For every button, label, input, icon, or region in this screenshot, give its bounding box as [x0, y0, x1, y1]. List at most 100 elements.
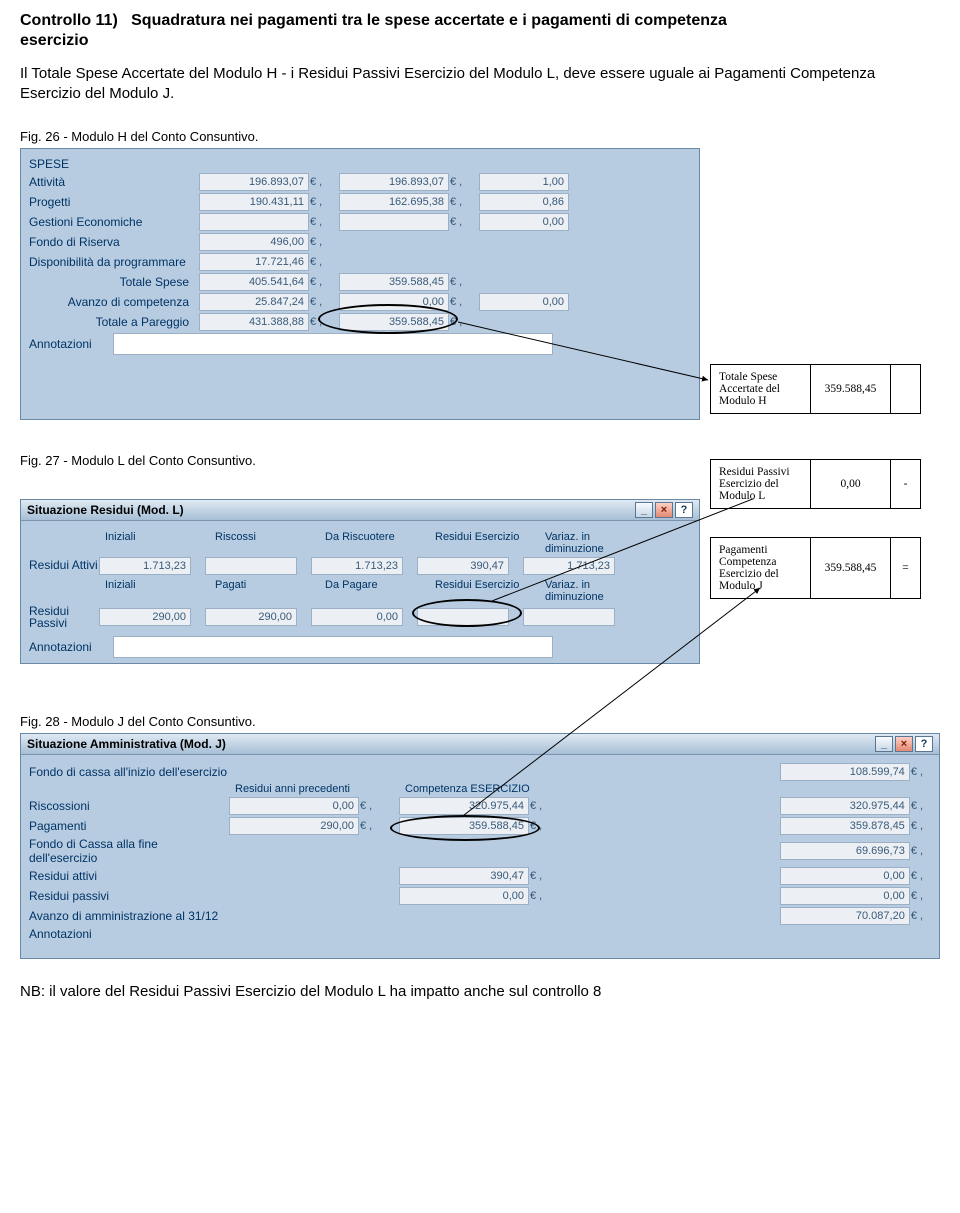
- col-header: Residui anni precedenti: [229, 783, 399, 795]
- field[interactable]: 320.975,44: [780, 797, 910, 815]
- annot-label: Annotazioni: [29, 927, 109, 941]
- field[interactable]: 1.713,23: [99, 557, 191, 575]
- annot-label: Annotazioni: [29, 337, 109, 351]
- col-header: Residui Esercizio: [429, 579, 539, 603]
- field[interactable]: 290,00: [99, 608, 191, 626]
- field[interactable]: 390,47: [399, 867, 529, 885]
- modl-panel: Situazione Residui (Mod. L) _ × ? Inizia…: [20, 499, 700, 664]
- field[interactable]: 1.713,23: [523, 557, 615, 575]
- close-icon[interactable]: ×: [895, 736, 913, 752]
- field[interactable]: [205, 557, 297, 575]
- field[interactable]: 1,00: [479, 173, 569, 191]
- field[interactable]: 25.847,24: [199, 293, 309, 311]
- row-label: Residui Attivi: [29, 559, 99, 572]
- side-label: Pagamenti Competenza Esercizio del Modul…: [711, 537, 811, 598]
- field[interactable]: 359.878,45: [780, 817, 910, 835]
- field[interactable]: 320.975,44: [399, 797, 529, 815]
- col-header: Da Pagare: [319, 579, 429, 603]
- field[interactable]: 190.431,11: [199, 193, 309, 211]
- panel-title: Situazione Amministrativa (Mod. J): [27, 737, 226, 751]
- fig26-caption: Fig. 26 - Modulo H del Conto Consuntivo.: [20, 129, 940, 144]
- field[interactable]: 0,00: [339, 293, 449, 311]
- field[interactable]: [339, 213, 449, 231]
- col-header: Iniziali: [99, 579, 209, 603]
- field[interactable]: 108.599,74: [780, 763, 910, 781]
- page-subtitle: esercizio: [20, 32, 940, 50]
- field[interactable]: 0,00: [229, 797, 359, 815]
- field[interactable]: [417, 608, 509, 626]
- row-label: Avanzo di competenza: [29, 295, 199, 309]
- close-icon[interactable]: ×: [655, 502, 673, 518]
- field[interactable]: 359.588,45: [399, 817, 529, 835]
- field[interactable]: 0,00: [399, 887, 529, 905]
- row-label: Avanzo di amministrazione al 31/12: [29, 909, 229, 923]
- field[interactable]: 196.893,07: [199, 173, 309, 191]
- field[interactable]: 70.087,20: [780, 907, 910, 925]
- field[interactable]: 196.893,07: [339, 173, 449, 191]
- title-prefix: Controllo 11): [20, 12, 118, 29]
- field[interactable]: 496,00: [199, 233, 309, 251]
- col-header: Pagati: [209, 579, 319, 603]
- spese-panel: SPESE Attività 196.893,07€, 196.893,07€,…: [20, 148, 700, 420]
- side-label: Totale Spese Accertate del Modulo H: [711, 364, 811, 413]
- col-header: Iniziali: [99, 531, 209, 555]
- minimize-icon[interactable]: _: [635, 502, 653, 518]
- col-header: Variaz. in diminuzione: [539, 531, 649, 555]
- intro-text: Il Totale Spese Accertate del Modulo H -…: [20, 64, 940, 105]
- minimize-icon[interactable]: _: [875, 736, 893, 752]
- row-label: Residui passivi: [29, 889, 229, 903]
- panel-title: Situazione Residui (Mod. L): [27, 503, 184, 517]
- annot-label: Annotazioni: [29, 640, 109, 654]
- annot-field[interactable]: [113, 636, 553, 658]
- field[interactable]: 0,00: [780, 887, 910, 905]
- row-label: Pagamenti: [29, 819, 229, 833]
- field[interactable]: 0,86: [479, 193, 569, 211]
- page-title: Controllo 11) Squadratura nei pagamenti …: [20, 12, 940, 30]
- field[interactable]: 290,00: [205, 608, 297, 626]
- field[interactable]: 0,00: [780, 867, 910, 885]
- side-table-r3: Pagamenti Competenza Esercizio del Modul…: [710, 537, 921, 599]
- field[interactable]: [523, 608, 615, 626]
- row-label: Disponibilità da programmare: [29, 255, 199, 269]
- col-header: Da Riscuotere: [319, 531, 429, 555]
- row-label: Progetti: [29, 195, 199, 209]
- fig28-caption: Fig. 28 - Modulo J del Conto Consuntivo.: [20, 714, 940, 729]
- row-label: Residui attivi: [29, 869, 229, 883]
- annot-field[interactable]: [113, 333, 553, 355]
- modj-panel: Situazione Amministrativa (Mod. J) _ × ?…: [20, 733, 940, 959]
- field[interactable]: 162.695,38: [339, 193, 449, 211]
- field[interactable]: 69.696,73: [780, 842, 910, 860]
- row-label: Totale a Pareggio: [29, 315, 199, 329]
- side-table-r1: Totale Spese Accertate del Modulo H 359.…: [710, 364, 921, 414]
- field[interactable]: [199, 213, 309, 231]
- field[interactable]: 1.713,23: [311, 557, 403, 575]
- spese-title: SPESE: [29, 157, 199, 171]
- side-op: =: [891, 537, 921, 598]
- help-icon[interactable]: ?: [915, 736, 933, 752]
- side-value: 359.588,45: [811, 537, 891, 598]
- field[interactable]: 359.588,45: [339, 313, 449, 331]
- side-op: [891, 364, 921, 413]
- field[interactable]: 0,00: [479, 293, 569, 311]
- col-header: Variaz. in diminuzione: [539, 579, 649, 603]
- title-rest: Squadratura nei pagamenti tra le spese a…: [131, 12, 727, 29]
- row-label: Residui Passivi: [29, 605, 99, 630]
- row-label: Attività: [29, 175, 199, 189]
- field[interactable]: 405.541,64: [199, 273, 309, 291]
- row-label: Fondo di Riserva: [29, 235, 199, 249]
- side-value: 359.588,45: [811, 364, 891, 413]
- field[interactable]: 390,47: [417, 557, 509, 575]
- field[interactable]: 431.388,88: [199, 313, 309, 331]
- col-header: Competenza ESERCIZIO: [399, 783, 569, 795]
- row-label: Fondo di cassa all'inizio dell'esercizio: [29, 765, 229, 779]
- field[interactable]: 17.721,46: [199, 253, 309, 271]
- field[interactable]: 359.588,45: [339, 273, 449, 291]
- field[interactable]: 0,00: [311, 608, 403, 626]
- row-label: Riscossioni: [29, 799, 229, 813]
- field[interactable]: 0,00: [479, 213, 569, 231]
- bottom-note: NB: il valore del Residui Passivi Eserci…: [20, 983, 940, 1000]
- field[interactable]: 290,00: [229, 817, 359, 835]
- help-icon[interactable]: ?: [675, 502, 693, 518]
- col-header: Riscossi: [209, 531, 319, 555]
- row-label: Totale Spese: [29, 275, 199, 289]
